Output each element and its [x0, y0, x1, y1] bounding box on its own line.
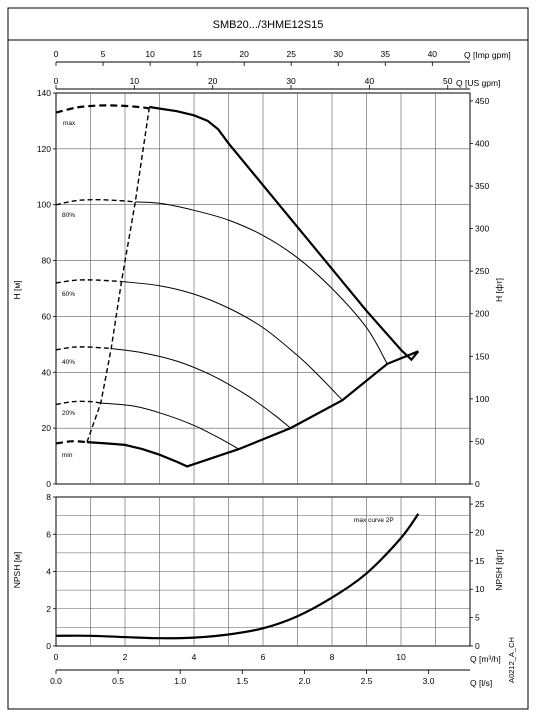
npsh-m-tick-label-2: 4	[46, 567, 51, 577]
us-tick-label-1: 10	[130, 76, 140, 86]
h-ft-tick-label-5: 250	[475, 266, 489, 276]
m3h-tick-label-2: 4	[192, 652, 197, 662]
curve-label-max: max	[63, 120, 76, 127]
npsh-m-tick-label-3: 6	[46, 529, 51, 539]
ls-tick-label-3: 1.5	[236, 676, 248, 686]
bottom-axes: 0 2 4 6 8 10 0.0 0.5 1.0 1.5 2.0 2.5 3.0	[50, 652, 470, 686]
npsh-ft-tick-label-0: 0	[475, 641, 480, 651]
npsh-plot: 0 2 4 6 8 0 5 10 15 20 25	[46, 492, 484, 651]
us-tick-label-4: 40	[365, 76, 375, 86]
q-ls-axis-label: Q [l/s]	[470, 678, 492, 688]
us-tick-label-5: 50	[443, 76, 453, 86]
q-imp-axis-label: Q [Imp gpm]	[464, 50, 511, 60]
h-ft-axis-label: H [фт]	[494, 278, 504, 302]
drawing-code: A0212_A_CH	[507, 637, 516, 683]
h-ft-tick-label-3: 150	[475, 351, 489, 361]
h-m-tick-label-3: 60	[42, 311, 52, 321]
h-m-tick-label-4: 80	[42, 256, 52, 266]
h-m-tick-label-2: 40	[42, 367, 52, 377]
m3h-tick-label-5: 10	[396, 652, 406, 662]
h-ft-tick-label-7: 350	[475, 181, 489, 191]
curve-label-npsh: max curve 2P	[354, 517, 394, 524]
top-axes: 0 5 10 15 20 25 30 35 40 0 10 20 30 40 50	[54, 49, 470, 90]
h-m-tick-label-6: 120	[37, 144, 51, 154]
head-series-6	[111, 348, 291, 429]
h-m-tick-label-5: 100	[37, 200, 51, 210]
m3h-tick-label-1: 2	[123, 652, 128, 662]
npsh-m-axis-label: NPSH [м]	[12, 552, 22, 589]
npsh-ft-tick-label-3: 15	[475, 556, 485, 566]
h-ft-tick-label-1: 50	[475, 436, 485, 446]
imp-tick-label-0: 0	[54, 49, 59, 59]
curve-label-min: min	[62, 452, 73, 459]
q-m3h-axis-label: Q [m³/h]	[470, 654, 501, 664]
imp-tick-label-5: 25	[286, 49, 296, 59]
head-plot: 0 20 40 60 80 100 120 140 0 50 100 150 200 250 300 350 4…	[37, 88, 490, 489]
npsh-ft-tick-label-1: 5	[475, 613, 480, 623]
imp-tick-label-4: 20	[239, 49, 249, 59]
h-ft-tick-label-9: 450	[475, 96, 489, 106]
imp-tick-label-1: 5	[101, 49, 106, 59]
ls-tick-label-2: 1.0	[174, 676, 186, 686]
curve-label-80: 80%	[62, 212, 75, 219]
head-series-7	[55, 346, 112, 351]
npsh-series-0	[55, 513, 420, 640]
m3h-tick-label-4: 8	[330, 652, 335, 662]
m3h-tick-label-3: 6	[261, 652, 266, 662]
head-series-2	[135, 201, 388, 365]
head-series-8	[100, 402, 240, 450]
ls-tick-label-5: 2.5	[361, 676, 373, 686]
imp-tick-label-8: 40	[428, 49, 438, 59]
us-tick-label-3: 30	[286, 76, 296, 86]
h-m-tick-label-7: 140	[37, 88, 51, 98]
curve-label-60: 60%	[62, 291, 75, 298]
head-series-5	[55, 279, 122, 284]
npsh-ft-tick-label-2: 10	[475, 584, 485, 594]
imp-tick-label-6: 30	[334, 49, 344, 59]
curve-label-20: 20%	[62, 410, 75, 417]
head-series-4	[121, 281, 343, 401]
head-series-3	[55, 198, 136, 206]
npsh-m-tick-label-4: 8	[46, 492, 51, 502]
head-series-1	[55, 104, 150, 114]
head-series-12	[86, 108, 150, 443]
npsh-ft-axis-label: NPSH [фт]	[494, 549, 504, 590]
npsh-m-tick-label-1: 2	[46, 604, 51, 614]
head-series-11	[55, 440, 88, 445]
head-series-10	[86, 350, 419, 468]
us-tick-label-0: 0	[54, 76, 59, 86]
npsh-ft-tick-label-5: 25	[475, 499, 485, 509]
npsh-ft-tick-label-4: 20	[475, 527, 485, 537]
h-ft-tick-label-2: 100	[475, 394, 489, 404]
imp-tick-label-7: 35	[381, 49, 391, 59]
q-us-axis-label: Q [US gpm]	[456, 78, 500, 88]
h-ft-tick-label-4: 200	[475, 309, 489, 319]
chart-title: SMB20.../3HME12S15	[213, 19, 324, 31]
h-ft-tick-label-0: 0	[475, 479, 480, 489]
h-m-tick-label-1: 20	[42, 423, 52, 433]
ls-tick-label-1: 0.5	[112, 676, 124, 686]
ls-tick-label-4: 2.0	[298, 676, 310, 686]
curve-label-40: 40%	[62, 359, 75, 366]
head-series-0	[149, 105, 420, 362]
h-m-tick-label-0: 0	[46, 479, 51, 489]
npsh-m-tick-label-0: 0	[46, 641, 51, 651]
h-ft-tick-label-6: 300	[475, 224, 489, 234]
us-tick-label-2: 20	[208, 76, 218, 86]
outer-frame	[7, 7, 529, 710]
ls-tick-label-0: 0.0	[50, 676, 62, 686]
head-series-9	[55, 400, 101, 406]
h-ft-tick-label-8: 400	[475, 138, 489, 148]
imp-tick-label-3: 15	[192, 49, 202, 59]
ls-tick-label-6: 3.0	[423, 676, 435, 686]
h-m-axis-label: H [м]	[12, 280, 22, 299]
m3h-tick-label-0: 0	[54, 652, 59, 662]
imp-tick-label-2: 10	[145, 49, 155, 59]
